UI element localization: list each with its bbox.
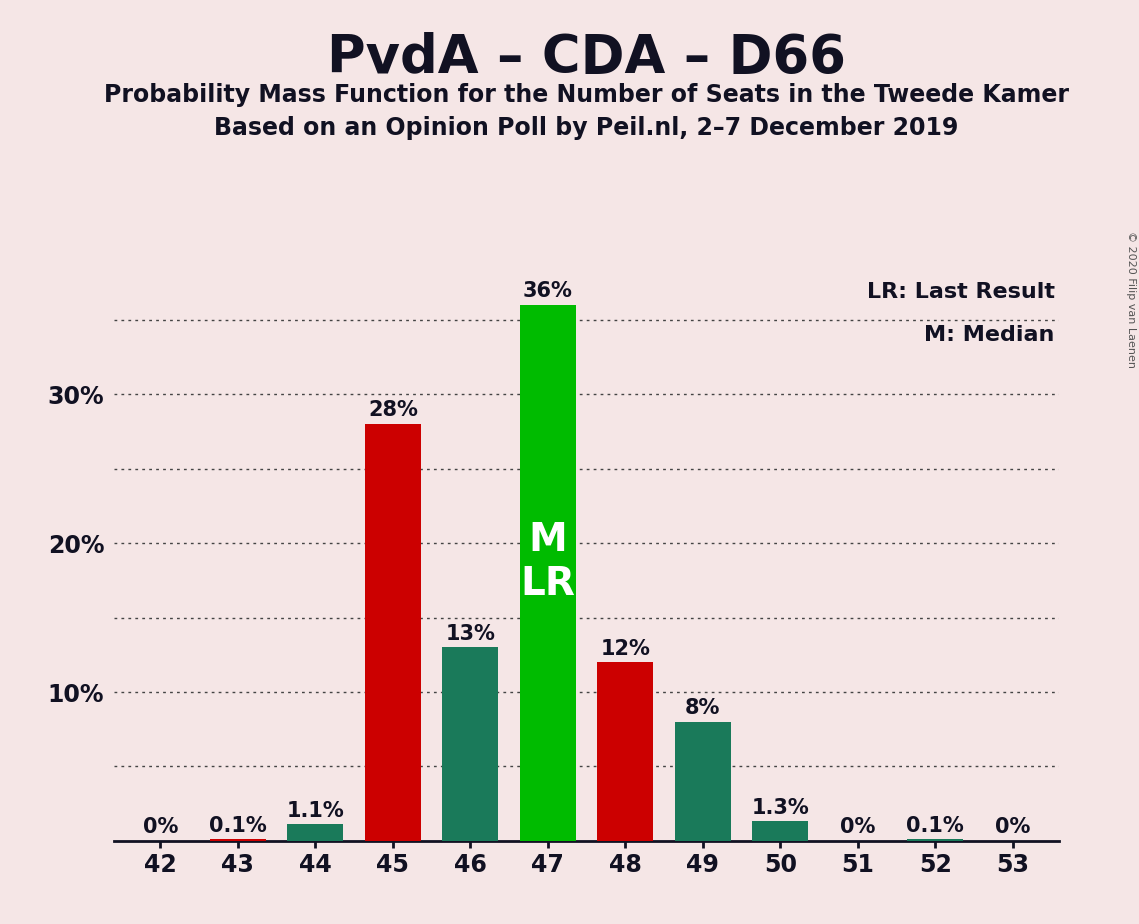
Text: 0%: 0% [841, 817, 876, 837]
Bar [442, 648, 498, 841]
Bar [364, 424, 420, 841]
Text: PvdA – CDA – D66: PvdA – CDA – D66 [327, 32, 846, 84]
Text: 13%: 13% [445, 624, 495, 644]
Text: 28%: 28% [368, 400, 418, 420]
Text: M: Median: M: Median [924, 325, 1055, 346]
Text: 36%: 36% [523, 282, 573, 301]
Text: 8%: 8% [686, 698, 721, 718]
Bar [519, 305, 575, 841]
Text: LR: Last Result: LR: Last Result [867, 283, 1055, 302]
Bar [908, 839, 964, 841]
Bar [287, 824, 343, 841]
Bar [753, 821, 809, 841]
Bar [210, 839, 265, 841]
Text: 0.1%: 0.1% [907, 816, 964, 835]
Text: 0.1%: 0.1% [210, 816, 267, 835]
Text: 1.1%: 1.1% [287, 801, 344, 821]
Text: 1.3%: 1.3% [752, 797, 809, 818]
Bar [598, 663, 654, 841]
Text: 12%: 12% [600, 638, 650, 659]
Text: 0%: 0% [995, 817, 1031, 837]
Text: Based on an Opinion Poll by Peil.nl, 2–7 December 2019: Based on an Opinion Poll by Peil.nl, 2–7… [214, 116, 959, 140]
Text: 0%: 0% [142, 817, 178, 837]
Text: M
LR: M LR [521, 521, 575, 603]
Text: Probability Mass Function for the Number of Seats in the Tweede Kamer: Probability Mass Function for the Number… [104, 83, 1070, 107]
Text: © 2020 Filip van Laenen: © 2020 Filip van Laenen [1126, 231, 1136, 368]
Bar [675, 722, 731, 841]
